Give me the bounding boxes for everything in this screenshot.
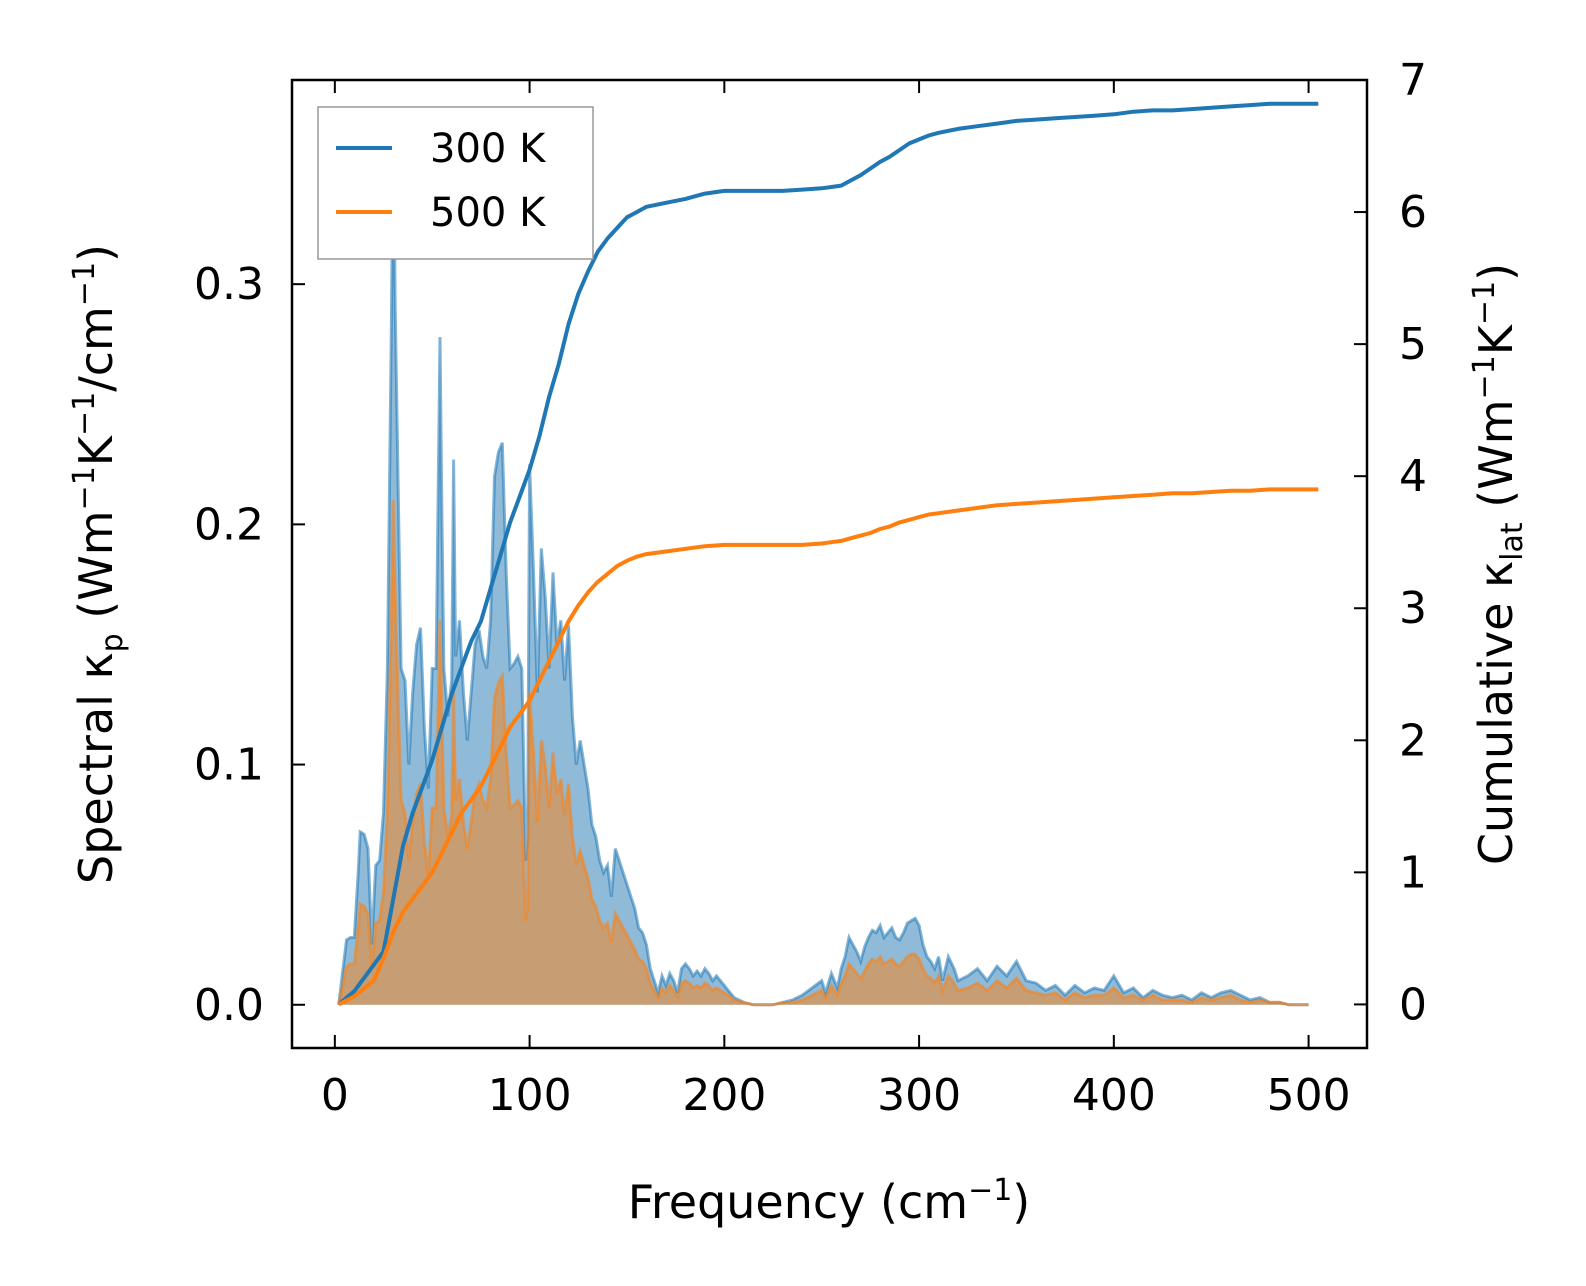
y-right-tick-label-7: 7: [1399, 55, 1427, 106]
y-right-tick-label-6: 6: [1399, 187, 1427, 238]
cumulative-line-500k: [337, 487, 1319, 1007]
legend-label-300k: 300 K: [430, 126, 547, 172]
y-left-tick-label-0.3: 0.3: [194, 259, 264, 310]
y-right-tick-label-4: 4: [1399, 451, 1427, 502]
right-y-axis-title: Cumulative κlat (Wm−1K−1): [1467, 263, 1530, 865]
legend: 300 K 500 K: [317, 106, 594, 260]
y-right-tick-label-2: 2: [1399, 715, 1427, 766]
y-right-tick-label-3: 3: [1399, 583, 1427, 634]
x-tick-label-500: 500: [1267, 1070, 1351, 1121]
y-right-tick-label-1: 1: [1399, 847, 1427, 898]
spectral-area-500k: [338, 500, 1309, 1005]
legend-box: [317, 106, 594, 260]
plot-frame: [290, 78, 1369, 1050]
x-tick-label-400: 400: [1072, 1070, 1156, 1121]
tick-layer: 0 100 200 300 400 500 0.0 0.1 0.2 0.3 0 1 2 3 4 5 6 7: [194, 55, 1427, 1121]
y-left-tick-label-0.2: 0.2: [194, 499, 264, 550]
legend-label-500k: 500 K: [430, 190, 547, 236]
x-tick-label-300: 300: [877, 1070, 961, 1121]
x-tick-label-100: 100: [488, 1070, 572, 1121]
y-left-tick-label-0.0: 0.0: [194, 980, 264, 1031]
x-tick-label-200: 200: [682, 1070, 766, 1121]
spectral-area-300k: [338, 116, 1309, 1005]
y-left-tick-label-0.1: 0.1: [194, 740, 264, 791]
cumulative-line-300k: [337, 101, 1319, 1006]
y-right-tick-label-0: 0: [1399, 979, 1427, 1030]
x-tick-label-0: 0: [321, 1070, 349, 1121]
y-right-tick-label-5: 5: [1399, 319, 1427, 370]
cumulative-line-layer: [337, 101, 1319, 1007]
left-y-axis-title: Spectral κp (Wm−1K−1/cm−1): [67, 244, 130, 884]
spectral-edge-500k: [337, 500, 1309, 1007]
x-axis-title: Frequency (cm−1): [628, 1173, 1031, 1229]
